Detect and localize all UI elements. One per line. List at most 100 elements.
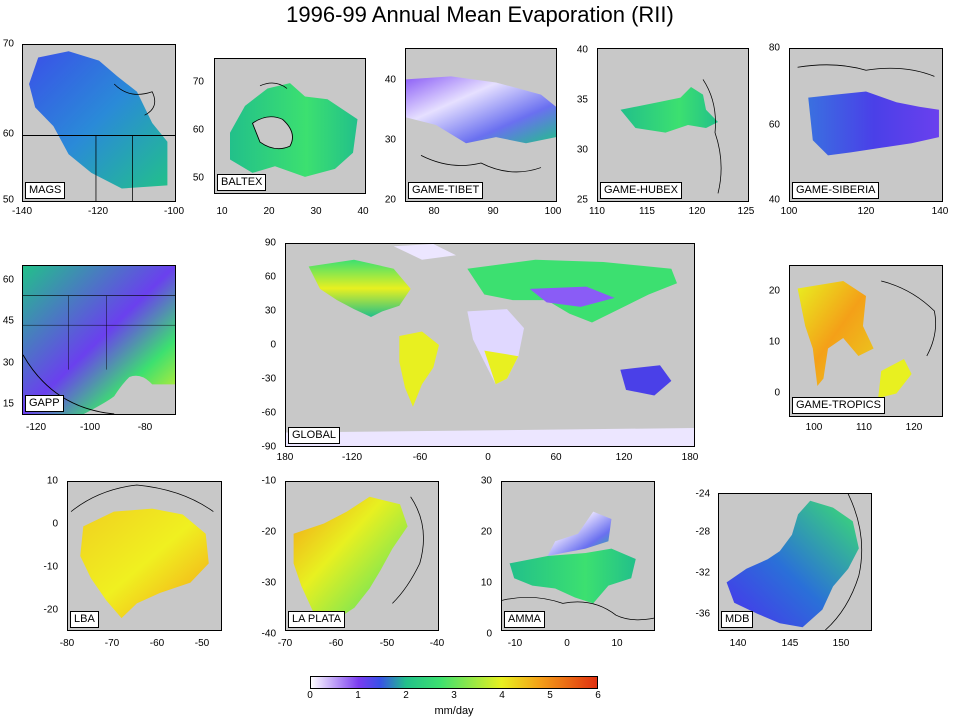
coastline <box>113 83 156 116</box>
evaporation-field <box>726 500 859 628</box>
map-mags: MAGS <box>22 44 176 202</box>
gulf-of-mexico <box>83 375 175 414</box>
map-amma-svg <box>502 511 654 621</box>
y-tick: 60 <box>2 274 14 286</box>
y-tick: 10 <box>46 475 58 487</box>
y-tick: 70 <box>2 38 14 50</box>
x-tick: 150 <box>832 638 850 649</box>
borneo <box>878 359 912 398</box>
map-game-tropics-svg <box>797 280 937 398</box>
y-tick: -30 <box>261 373 276 385</box>
x-tick: 125 <box>737 206 755 217</box>
map-lba: LBA <box>67 481 222 631</box>
y-tick: 40 <box>576 44 588 56</box>
y-tick: 90 <box>264 237 276 249</box>
y-tick: 45 <box>2 315 14 327</box>
y-tick: 60 <box>768 119 780 131</box>
colorbar-tick: 6 <box>595 690 601 701</box>
sahel-field <box>547 511 612 556</box>
x-tick: 145 <box>781 638 799 649</box>
y-tick: 40 <box>384 74 396 86</box>
evaporation-field <box>293 496 408 623</box>
y-tick: 35 <box>576 94 588 106</box>
x-tick: -100 <box>163 206 185 217</box>
x-tick: 30 <box>310 206 322 217</box>
region-label: LBA <box>70 611 99 628</box>
x-tick: 120 <box>615 452 633 463</box>
x-tick: -40 <box>429 638 445 649</box>
x-tick: -80 <box>137 422 153 433</box>
y-tick: 30 <box>384 134 396 146</box>
region-label: MDB <box>721 611 754 628</box>
x-tick: -80 <box>59 638 75 649</box>
y-tick: 30 <box>2 357 14 369</box>
y-tick: 80 <box>768 42 780 54</box>
map-baltex-svg <box>230 82 358 177</box>
x-tick: -100 <box>79 422 101 433</box>
y-tick: 0 <box>270 339 276 351</box>
x-tick: 110 <box>856 422 872 433</box>
x-tick: 110 <box>589 206 605 217</box>
x-tick: -60 <box>149 638 165 649</box>
coastline <box>881 280 937 357</box>
colorbar-tick: 0 <box>307 690 313 701</box>
y-tick: -20 <box>261 526 276 538</box>
y-tick: 60 <box>264 271 276 283</box>
australia <box>620 365 672 396</box>
map-game-hubex-svg <box>620 79 722 194</box>
y-tick: -36 <box>695 608 710 620</box>
evaporation-field <box>80 508 209 619</box>
colorbar-tick: 5 <box>547 690 553 701</box>
map-game-siberia: GAME-SIBERIA <box>789 48 943 202</box>
y-tick: -28 <box>695 526 710 538</box>
colorbar-unit: mm/day <box>434 705 474 717</box>
y-tick: -32 <box>695 567 710 579</box>
y-tick: -60 <box>261 407 276 419</box>
y-tick: 40 <box>768 194 780 206</box>
x-tick: -120 <box>87 206 109 217</box>
x-tick: -10 <box>507 638 523 649</box>
map-game-tibet: GAME-TIBET <box>405 48 557 202</box>
coastline <box>420 155 542 173</box>
coastline <box>70 484 214 512</box>
x-tick: 20 <box>263 206 275 217</box>
region-label: BALTEX <box>217 174 267 191</box>
y-tick: -40 <box>261 628 276 640</box>
y-tick: 0 <box>52 518 58 530</box>
map-mags-svg <box>23 51 175 201</box>
evaporation-field <box>620 87 718 133</box>
x-tick: -120 <box>25 422 47 433</box>
south-america <box>399 331 439 407</box>
colorbar-tick: 2 <box>403 690 409 701</box>
region-label: GLOBAL <box>288 427 341 444</box>
central-asia <box>529 286 615 307</box>
colorbar-tick: 4 <box>499 690 505 701</box>
y-tick: 60 <box>2 128 14 140</box>
map-baltex: BALTEX <box>214 58 366 194</box>
y-tick: 20 <box>384 194 396 206</box>
x-tick: 140 <box>931 206 949 217</box>
y-tick: 25 <box>576 194 588 206</box>
map-global-svg <box>286 244 694 446</box>
y-tick: -24 <box>695 488 710 500</box>
map-game-hubex: GAME-HUBEX <box>597 48 749 202</box>
x-tick: 90 <box>487 206 499 217</box>
map-gapp: GAPP <box>22 265 176 415</box>
baltic-sea <box>251 116 293 150</box>
region-label: GAPP <box>25 395 64 412</box>
y-tick: 20 <box>768 285 780 297</box>
x-tick: -60 <box>328 638 344 649</box>
x-tick: 0 <box>564 638 570 649</box>
y-tick: 10 <box>768 336 780 348</box>
figure-title: 1996-99 Annual Mean Evaporation (RII) <box>286 2 674 27</box>
map-global: GLOBAL <box>285 243 695 447</box>
map-mdb: MDB <box>718 493 872 631</box>
x-tick: 40 <box>357 206 369 217</box>
x-tick: 10 <box>216 206 228 217</box>
x-tick: 100 <box>780 206 798 217</box>
coastline <box>825 494 863 630</box>
evaporation-field <box>808 91 939 156</box>
y-tick: 50 <box>192 172 204 184</box>
y-tick: 50 <box>2 194 14 206</box>
x-tick: 120 <box>905 422 923 433</box>
